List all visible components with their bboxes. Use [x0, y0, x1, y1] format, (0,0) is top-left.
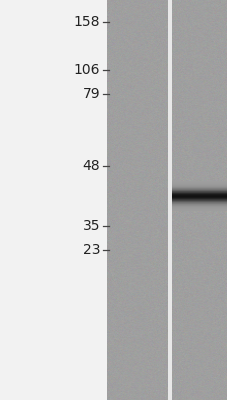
Text: 48: 48: [82, 159, 100, 173]
Text: 79: 79: [82, 87, 100, 101]
Text: 158: 158: [74, 15, 100, 29]
Text: 106: 106: [74, 63, 100, 77]
Text: 35: 35: [82, 219, 100, 233]
Bar: [107, 0, 167, 400]
Text: 23: 23: [82, 243, 100, 257]
Bar: [0, 0, 107, 400]
Bar: [171, 0, 227, 400]
Bar: [167, 0, 171, 400]
